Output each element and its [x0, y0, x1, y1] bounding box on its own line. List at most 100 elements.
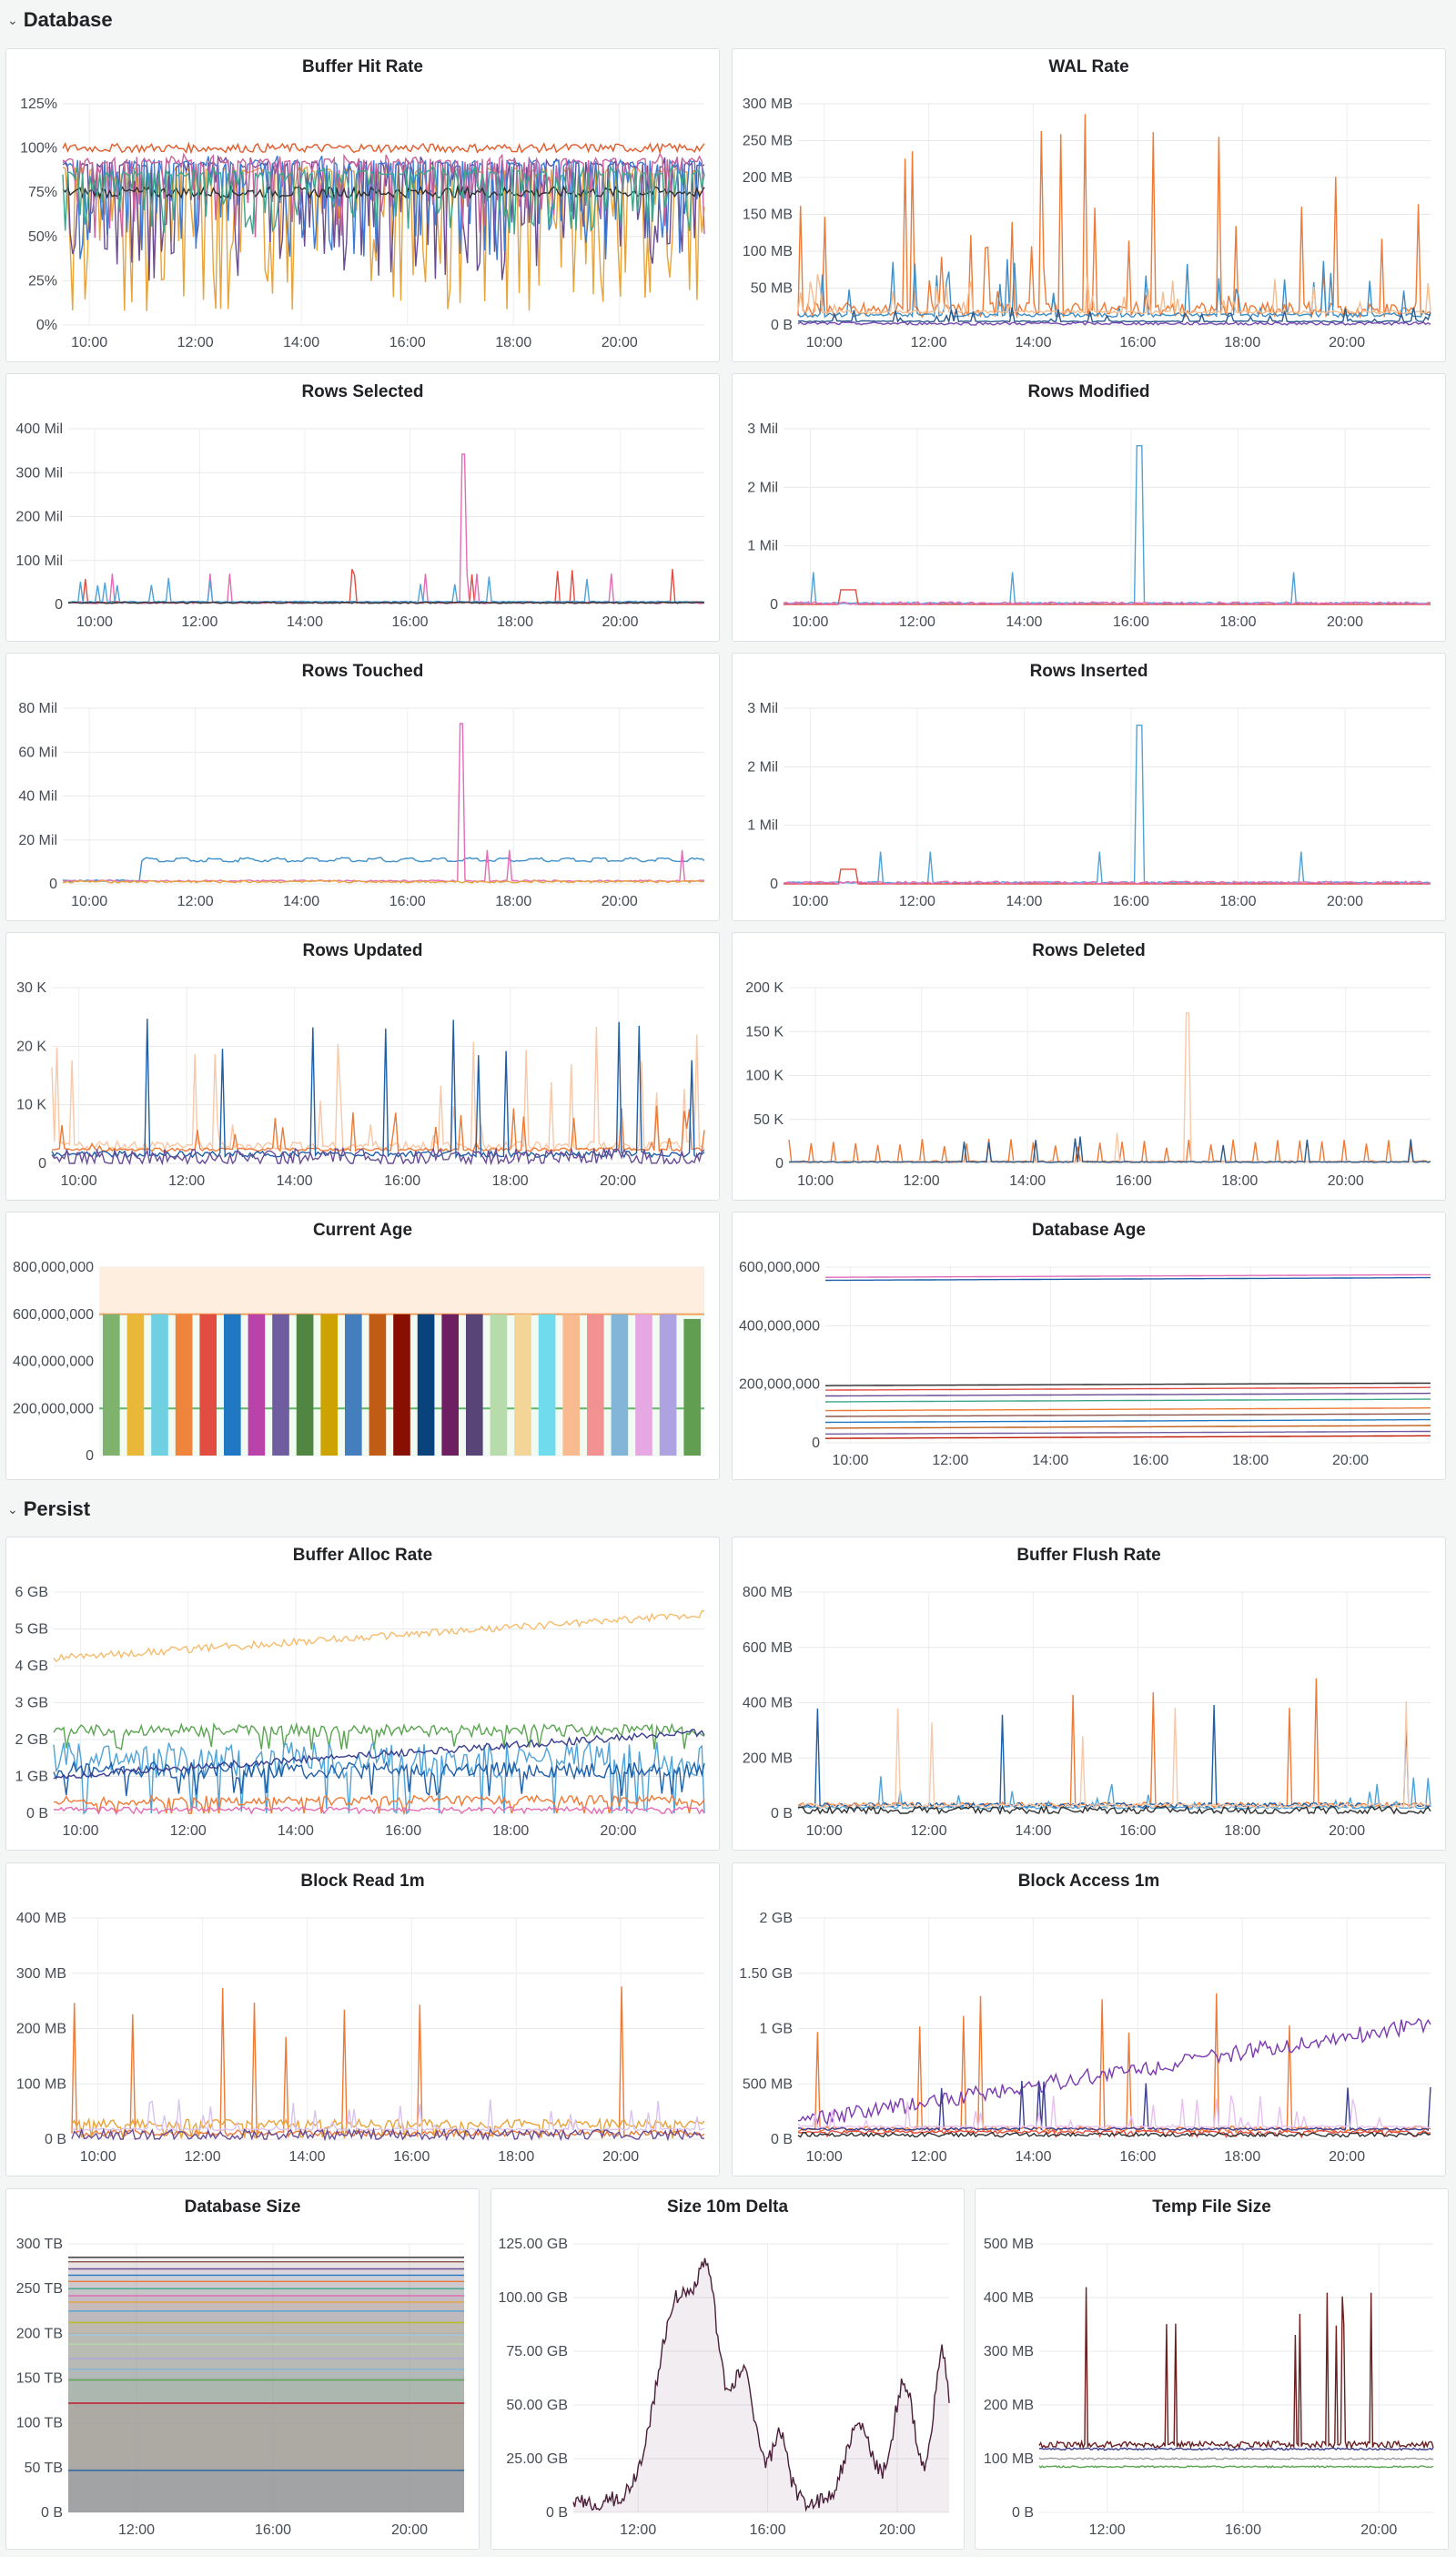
series-line: [53, 1794, 705, 1816]
chart-svg: 0 B 50 TB 100 TB 150 TB 200 TB 250 TB 300 TB 12…: [16, 2237, 464, 2538]
x-tick-label: 14:00: [1009, 1173, 1046, 1189]
bar: [490, 1314, 508, 1456]
chart-svg: 0 10 K 20 K 30 K 10:00 12:00 14:00 16:00 18:00 20…: [16, 980, 705, 1189]
series-line: [797, 114, 1431, 320]
panel-buffer-hit-rate[interactable]: Buffer Hit Rate 0% 25% 50% 75% 100% 125% 10:00 1…: [5, 48, 720, 362]
panel-title[interactable]: Block Access 1m: [1017, 1872, 1160, 1891]
x-tick-label: 18:00: [492, 1823, 529, 1839]
x-tick-label: 14:00: [1015, 335, 1051, 350]
y-tick-label: 75%: [28, 185, 57, 200]
series-line: [788, 1139, 1431, 1164]
series-line: [788, 1136, 1431, 1163]
panel-rows-modified[interactable]: Rows Modified 0 1 Mil 2 Mil 3 Mil 10:00 12:00 1…: [732, 373, 1446, 642]
x-tick-label: 12:00: [181, 614, 217, 630]
x-tick-label: 14:00: [1006, 894, 1042, 909]
panel-current-age[interactable]: Current Age 0 200,000,000 400,000,000 600,00…: [5, 1212, 720, 1480]
series-line: [825, 1435, 1431, 1439]
panel-rows-updated[interactable]: Rows Updated 0 10 K 20 K 30 K 10:00 12:00 14:00…: [5, 932, 720, 1201]
panel-database-age[interactable]: Database Age 0 200,000,000 400,000,000 600,0…: [732, 1212, 1446, 1480]
panel-rows-deleted[interactable]: Rows Deleted 0 50 K 100 K 150 K 200 K 10:00 12:…: [732, 932, 1446, 1201]
panel-title[interactable]: Database Age: [1032, 1221, 1146, 1240]
y-tick-label: 200 MB: [743, 170, 793, 186]
x-tick-label: 10:00: [61, 1173, 97, 1189]
x-tick-label: 12:00: [118, 2522, 155, 2538]
row-header-persist[interactable]: ⌄ Persist: [0, 1491, 1456, 1527]
panel-block-read-1m[interactable]: Block Read 1m 0 B 100 MB 200 MB 300 MB 400 MB…: [5, 1862, 720, 2176]
y-tick-label: 0: [55, 597, 63, 613]
x-tick-label: 12:00: [1089, 2522, 1126, 2538]
y-tick-label: 0: [86, 1448, 94, 1464]
x-tick-label: 14:00: [1015, 2149, 1051, 2165]
series-area: [68, 2275, 464, 2512]
panel-title[interactable]: Rows Touched: [301, 662, 424, 681]
panel-title[interactable]: Rows Modified: [1027, 382, 1150, 401]
x-tick-label: 14:00: [277, 1173, 313, 1189]
x-tick-label: 10:00: [71, 335, 107, 350]
x-tick-label: 12:00: [170, 1823, 207, 1839]
panel-title[interactable]: Database Size: [184, 2197, 301, 2217]
row-header-database[interactable]: ⌄ Database: [0, 2, 1456, 38]
panel-rows-selected[interactable]: Rows Selected 0 100 Mil 200 Mil 300 Mil 400 M…: [5, 373, 720, 642]
x-tick-label: 16:00: [1225, 2522, 1261, 2538]
panel-title[interactable]: Buffer Hit Rate: [301, 57, 423, 76]
panel-title[interactable]: Temp File Size: [1152, 2197, 1271, 2217]
x-tick-label: 16:00: [1116, 1173, 1152, 1189]
panel-database-size[interactable]: Database Size 0 B 50 TB 100 TB 150 TB 200 TB 2…: [5, 2188, 480, 2550]
panel-title[interactable]: Buffer Alloc Rate: [292, 1546, 433, 1565]
panel-title[interactable]: Rows Inserted: [1029, 662, 1148, 681]
x-tick-label: 14:00: [283, 335, 319, 350]
series-line: [53, 1805, 705, 1815]
x-tick-label: 20:00: [1360, 2522, 1397, 2538]
x-tick-label: 14:00: [1015, 1823, 1051, 1839]
panel-title[interactable]: Current Age: [312, 1221, 413, 1240]
y-tick-label: 0 B: [771, 2132, 793, 2147]
panel-title[interactable]: Rows Updated: [302, 941, 423, 960]
y-tick-label: 500 MB: [743, 2076, 793, 2092]
x-tick-label: 16:00: [389, 894, 426, 909]
series-area: [68, 2281, 464, 2512]
panel-buffer-flush-rate[interactable]: Buffer Flush Rate 0 B 200 MB 400 MB 600 MB 80…: [732, 1537, 1446, 1851]
panel-temp-file-size[interactable]: Temp File Size 0 B 100 MB 200 MB 300 MB 400 M…: [975, 2188, 1449, 2550]
x-tick-label: 20:00: [391, 2522, 428, 2538]
panel-rows-touched[interactable]: Rows Touched 0 20 Mil 40 Mil 60 Mil 80 Mil 10:…: [5, 653, 720, 921]
series-line: [797, 1678, 1431, 1810]
series-line: [62, 164, 705, 235]
y-tick-label: 150 MB: [743, 208, 793, 223]
panel-block-access-1m[interactable]: Block Access 1m 0 B 500 MB 1 GB 1.50 GB 2 GB 1…: [732, 1862, 1446, 2176]
y-tick-label: 100.00 GB: [499, 2290, 569, 2306]
bar: [369, 1314, 387, 1456]
panel-title[interactable]: WAL Rate: [1048, 57, 1129, 76]
panel-title[interactable]: Size 10m Delta: [666, 2197, 789, 2217]
panel-size-10m-delta[interactable]: Size 10m Delta 0 B 25.00 GB 50.00 GB 75.00 G…: [490, 2188, 965, 2550]
y-tick-label: 6 GB: [15, 1585, 48, 1600]
series-area: [68, 2369, 464, 2512]
panel-title[interactable]: Buffer Flush Rate: [1016, 1546, 1161, 1565]
panel-title[interactable]: Block Read 1m: [300, 1872, 425, 1891]
x-tick-label: 20:00: [1329, 1823, 1365, 1839]
y-tick-label: 0 B: [41, 2505, 63, 2521]
panel-buffer-alloc-rate[interactable]: Buffer Alloc Rate 0 B 1 GB 2 GB 3 GB 4 GB 5 GB…: [5, 1537, 720, 1851]
x-tick-label: 20:00: [600, 1173, 636, 1189]
bar: [199, 1314, 217, 1456]
x-tick-label: 18:00: [1224, 1823, 1260, 1839]
panel-title[interactable]: Rows Selected: [301, 382, 424, 401]
y-tick-label: 0: [49, 877, 57, 892]
x-tick-label: 10:00: [797, 1173, 834, 1189]
y-tick-label: 600,000,000: [13, 1307, 94, 1323]
series-area: [68, 2261, 464, 2512]
y-tick-label: 50 MB: [751, 281, 793, 297]
x-tick-label: 14:00: [288, 2149, 325, 2165]
x-tick-label: 18:00: [1232, 1453, 1269, 1468]
x-tick-label: 16:00: [391, 614, 428, 630]
series-line: [62, 141, 705, 155]
panel-wal-rate[interactable]: WAL Rate 0 B 50 MB 100 MB 150 MB 200 MB 250 MB…: [732, 48, 1446, 362]
chart-svg: 0 20 Mil 40 Mil 60 Mil 80 Mil 10:00 12:00 14:00…: [18, 701, 705, 909]
x-tick-label: 12:00: [899, 614, 935, 630]
bar: [102, 1314, 120, 1456]
y-tick-label: 100%: [20, 141, 57, 157]
x-tick-label: 18:00: [1224, 2149, 1260, 2165]
panel-title[interactable]: Rows Deleted: [1032, 941, 1146, 960]
series-line: [783, 601, 1431, 605]
panel-rows-inserted[interactable]: Rows Inserted 0 1 Mil 2 Mil 3 Mil 10:00 12:00 1…: [732, 653, 1446, 921]
y-tick-label: 600 MB: [743, 1640, 793, 1656]
